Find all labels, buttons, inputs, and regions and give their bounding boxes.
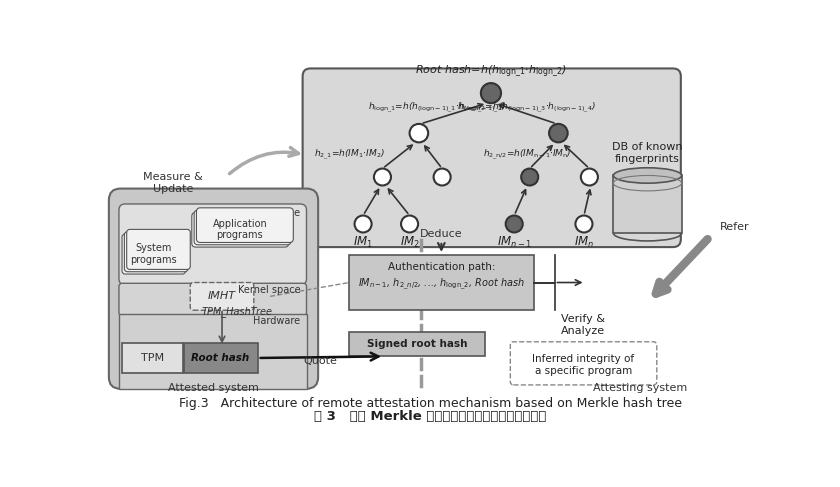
Text: Refer: Refer — [720, 222, 749, 232]
Text: h$_{\rm 2\_n/2}$=h(IM$_{\rm n-1}$$\cdot$IM$_{\rm n}$): h$_{\rm 2\_n/2}$=h(IM$_{\rm n-1}$$\cdot$… — [483, 148, 572, 162]
Text: Signed root hash: Signed root hash — [367, 339, 467, 349]
FancyBboxPatch shape — [127, 229, 190, 269]
Text: $IM_{n-1}$: $IM_{n-1}$ — [496, 235, 532, 250]
Text: Attesting system: Attesting system — [593, 383, 687, 393]
Text: Attested system: Attested system — [168, 383, 259, 393]
Text: $IM_{n-1}$, $h_{2\_n/2}$, ..., $h_{\rm logn\_2}$, Root hash: $IM_{n-1}$, $h_{2\_n/2}$, ..., $h_{\rm l… — [358, 276, 525, 292]
Text: IMHT: IMHT — [208, 291, 236, 301]
Bar — [119, 314, 307, 389]
FancyBboxPatch shape — [109, 188, 318, 389]
Text: TPM: TPM — [141, 353, 164, 363]
FancyBboxPatch shape — [122, 234, 186, 274]
FancyBboxPatch shape — [511, 342, 657, 385]
Text: DB of known
fingerprints: DB of known fingerprints — [612, 142, 683, 164]
Circle shape — [433, 169, 450, 186]
Bar — [122, 342, 182, 374]
Text: System
programs: System programs — [130, 243, 177, 265]
Text: Root hash: Root hash — [192, 353, 249, 363]
FancyBboxPatch shape — [190, 282, 254, 310]
Text: Measure &
Update: Measure & Update — [144, 172, 203, 194]
Text: Kernel space: Kernel space — [238, 285, 301, 295]
Circle shape — [575, 216, 592, 232]
FancyArrowPatch shape — [656, 239, 707, 294]
Text: $IM_n$: $IM_n$ — [574, 235, 594, 250]
Circle shape — [354, 216, 371, 232]
Circle shape — [374, 169, 391, 186]
Bar — [184, 342, 258, 374]
FancyBboxPatch shape — [119, 204, 307, 285]
Bar — [349, 255, 533, 310]
FancyBboxPatch shape — [194, 210, 291, 245]
Text: h$_{\rm logn\_2}$=h(h$_{\rm (logn-1)\_3}$$\cdot$h$_{\rm (logn-1)\_4}$): h$_{\rm logn\_2}$=h(h$_{\rm (logn-1)\_3}… — [458, 101, 596, 115]
Text: Application
programs: Application programs — [213, 219, 267, 240]
Ellipse shape — [613, 168, 681, 183]
Text: 图 3   基于 Merkle 哈希树的远程验证机制的体系架构: 图 3 基于 Merkle 哈希树的远程验证机制的体系架构 — [314, 411, 547, 423]
Circle shape — [580, 169, 598, 186]
FancyBboxPatch shape — [192, 212, 289, 247]
FancyBboxPatch shape — [302, 69, 681, 247]
Bar — [349, 332, 485, 356]
Text: TPM_HashTree: TPM_HashTree — [202, 306, 273, 317]
Text: Fig.3   Architecture of remote attestation mechanism based on Merkle hash tree: Fig.3 Architecture of remote attestation… — [179, 397, 682, 411]
Text: Root hash=h(h$_{\rm logn\_1}$$\cdot$h$_{\rm logn\_2}$): Root hash=h(h$_{\rm logn\_1}$$\cdot$h$_{… — [415, 63, 567, 79]
Text: Inferred integrity of
a specific program: Inferred integrity of a specific program — [532, 354, 634, 375]
Text: Verify &
Analyze: Verify & Analyze — [561, 314, 606, 336]
Bar — [613, 175, 681, 233]
Text: Authentication path:: Authentication path: — [387, 262, 495, 273]
Circle shape — [480, 83, 501, 103]
Text: Quote: Quote — [303, 356, 338, 366]
Text: Deduce: Deduce — [420, 228, 463, 239]
Circle shape — [410, 124, 428, 142]
Text: h$_{\rm 2\_1}$=h(IM$_1$$\cdot$IM$_2$): h$_{\rm 2\_1}$=h(IM$_1$$\cdot$IM$_2$) — [314, 148, 386, 162]
Text: Hardware: Hardware — [253, 316, 301, 326]
Text: h$_{\rm logn\_1}$=h(h$_{\rm (logn-1)\_1}$$\cdot$h$_{\rm (logn-1)\_2}$): h$_{\rm logn\_1}$=h(h$_{\rm (logn-1)\_1}… — [369, 101, 507, 115]
Circle shape — [506, 216, 522, 232]
Circle shape — [401, 216, 418, 232]
Text: User space: User space — [246, 208, 301, 218]
FancyBboxPatch shape — [119, 283, 307, 316]
Text: $IM_1$: $IM_1$ — [353, 235, 373, 250]
Circle shape — [549, 124, 568, 142]
Text: $IM_2$: $IM_2$ — [400, 235, 420, 250]
FancyBboxPatch shape — [197, 208, 293, 243]
FancyBboxPatch shape — [124, 232, 188, 272]
Circle shape — [521, 169, 538, 186]
